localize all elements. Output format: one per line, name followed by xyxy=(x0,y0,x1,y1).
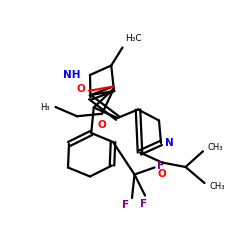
Text: N: N xyxy=(165,138,174,148)
Text: O: O xyxy=(98,120,106,130)
Text: H₃: H₃ xyxy=(40,102,50,112)
Text: O: O xyxy=(76,84,85,94)
Text: F: F xyxy=(157,161,164,171)
Text: CH₃: CH₃ xyxy=(208,143,223,152)
Text: F: F xyxy=(140,199,147,209)
Text: CH₃: CH₃ xyxy=(209,182,224,191)
Text: O: O xyxy=(158,169,166,179)
Text: F: F xyxy=(122,200,130,210)
Text: NH: NH xyxy=(62,70,80,80)
Text: H₃C: H₃C xyxy=(125,34,142,43)
